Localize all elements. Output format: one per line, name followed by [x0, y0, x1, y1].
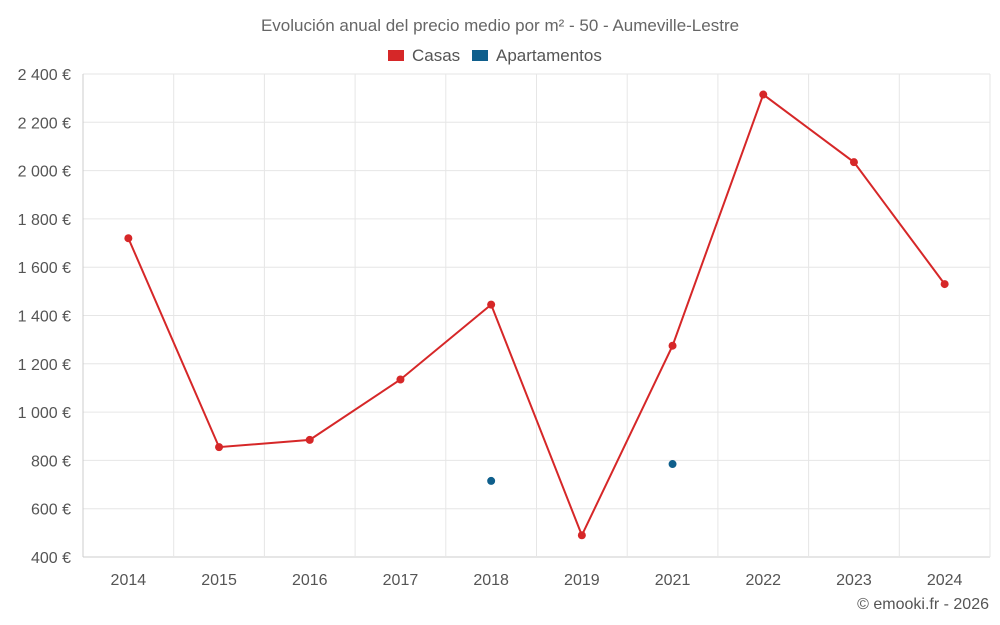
y-tick-label: 2 400 € — [18, 67, 71, 84]
x-tick-label: 2023 — [836, 572, 872, 589]
chart-title: Evolución anual del precio medio por m² … — [261, 16, 739, 35]
x-tick-label: 2019 — [564, 572, 600, 589]
y-tick-label: 600 € — [31, 502, 71, 519]
x-tick-label: 2024 — [927, 572, 963, 589]
x-tick-label: 2022 — [745, 572, 781, 589]
data-point-casas-2019[interactable] — [577, 531, 586, 540]
x-tick-label: 2016 — [292, 572, 328, 589]
data-point-apartamentos-2021[interactable] — [668, 460, 677, 469]
y-tick-label: 1 800 € — [18, 212, 71, 229]
series-layer — [124, 90, 949, 540]
data-point-casas-2024[interactable] — [940, 280, 949, 289]
x-tick-label: 2017 — [383, 572, 419, 589]
data-point-casas-2015[interactable] — [215, 443, 224, 452]
x-axis-ticks: 2014 2015 2016 2017 2018 2019 2021 2022 2023 2024 — [111, 572, 963, 589]
x-tick-label: 2015 — [201, 572, 237, 589]
data-point-casas-2017[interactable] — [396, 375, 405, 384]
legend-swatch-casas — [388, 50, 404, 61]
y-tick-label: 1 400 € — [18, 309, 71, 326]
y-axis-ticks: 2 400 € 2 200 € 2 000 € 1 800 € 1 600 € 1 400… — [18, 67, 71, 567]
legend-label-casas[interactable]: Casas — [412, 46, 460, 65]
x-tick-label: 2021 — [655, 572, 691, 589]
y-tick-label: 1 200 € — [18, 357, 71, 374]
legend: Casas Apartamentos — [388, 46, 602, 65]
credit-text: © emooki.fr - 2026 — [857, 596, 989, 613]
y-tick-label: 800 € — [31, 453, 71, 470]
legend-label-apartamentos[interactable]: Apartamentos — [496, 46, 602, 65]
data-point-casas-2018[interactable] — [487, 300, 496, 309]
data-point-casas-2021[interactable] — [668, 341, 677, 350]
x-tick-label: 2018 — [473, 572, 509, 589]
y-tick-label: 2 000 € — [18, 164, 71, 181]
legend-swatch-apartamentos — [472, 50, 488, 61]
grid — [82, 73, 991, 558]
series-line-casas — [127, 92, 946, 538]
data-point-casas-2016[interactable] — [305, 435, 314, 444]
data-point-apartamentos-2018[interactable] — [487, 476, 496, 485]
data-point-casas-2022[interactable] — [759, 90, 768, 99]
y-tick-label: 2 200 € — [18, 115, 71, 132]
y-tick-label: 1 000 € — [18, 405, 71, 422]
y-tick-label: 1 600 € — [18, 260, 71, 277]
data-point-casas-2023[interactable] — [849, 158, 858, 167]
data-point-casas-2014[interactable] — [124, 234, 133, 243]
y-tick-label: 400 € — [31, 550, 71, 567]
x-tick-label: 2014 — [111, 572, 147, 589]
